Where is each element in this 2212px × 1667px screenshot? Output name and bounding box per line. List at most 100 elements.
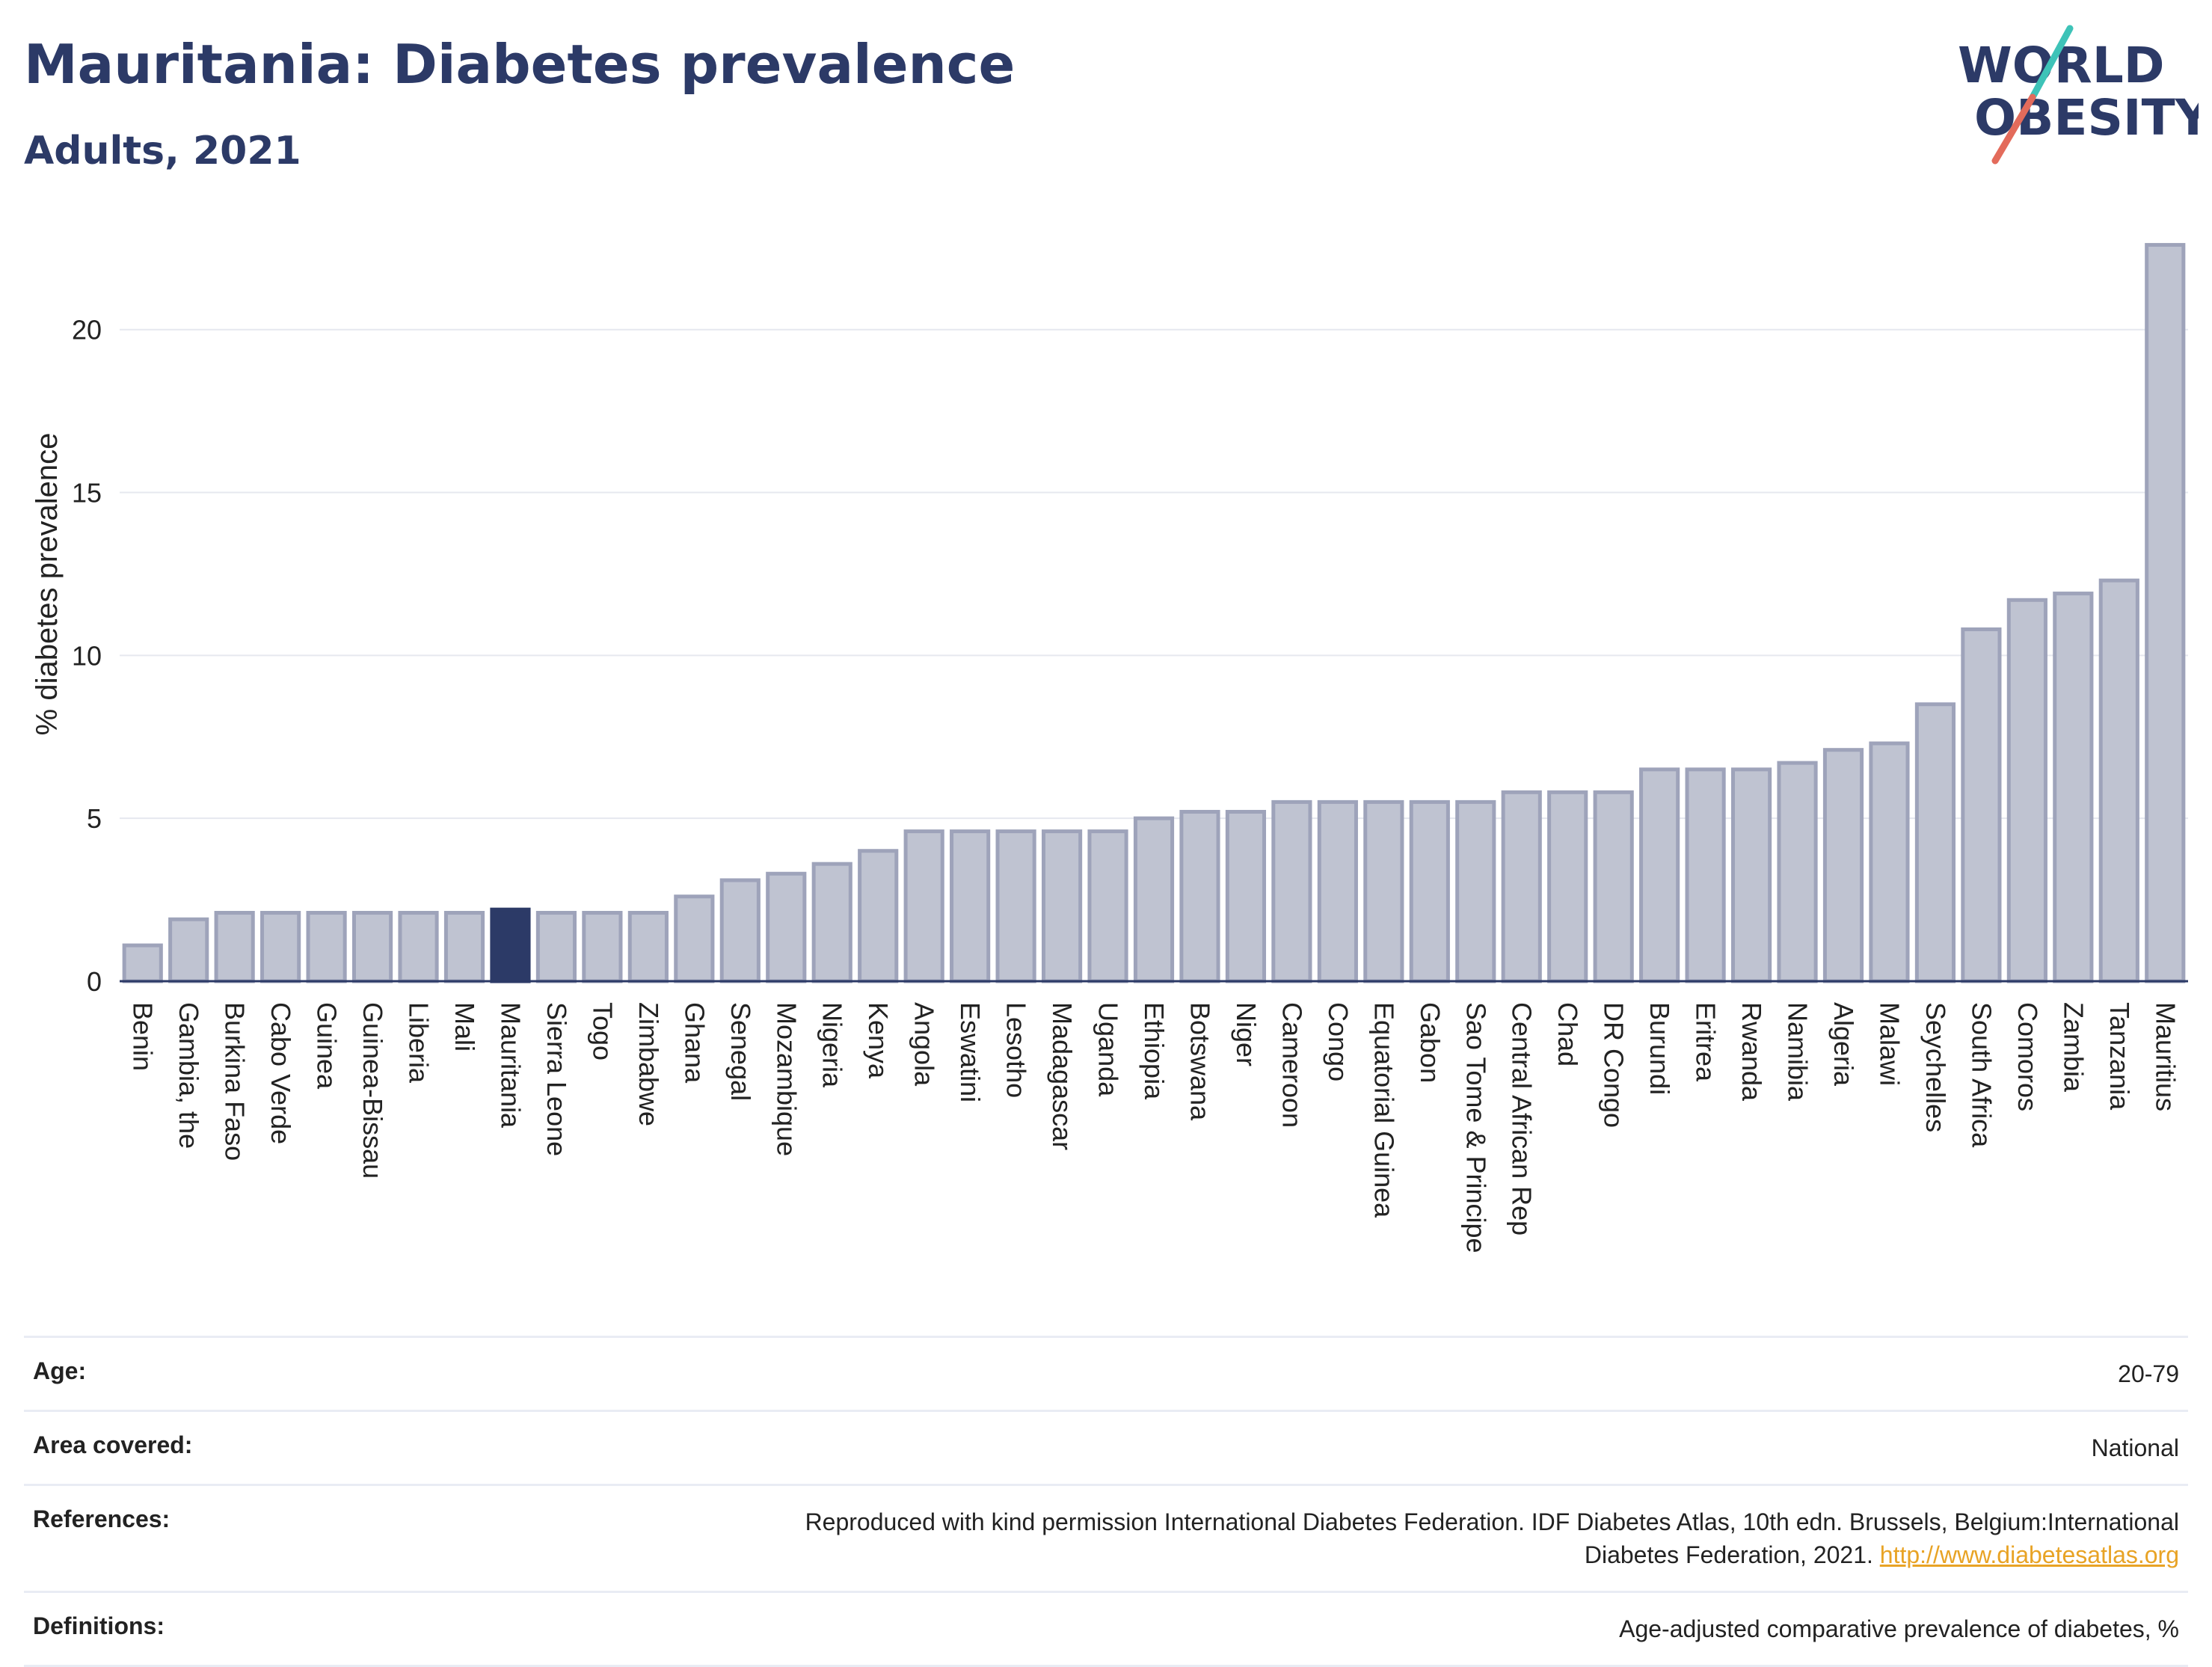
- bar: [1777, 761, 1818, 983]
- bar: [1179, 809, 1220, 983]
- x-tick-label: Seychelles: [1920, 1002, 1951, 1132]
- bar: [1730, 767, 1772, 983]
- bar: [1822, 748, 1864, 983]
- y-tick-label: 10: [72, 640, 102, 671]
- meta-value-age: 20-79: [2118, 1360, 2179, 1387]
- x-tick-label: Kenya: [863, 1002, 894, 1079]
- x-tick-label: South Africa: [1966, 1002, 1997, 1148]
- bar: [1087, 829, 1128, 983]
- bar: [1593, 790, 1634, 983]
- bar: [1225, 809, 1267, 983]
- bar: [995, 829, 1036, 983]
- x-tick-label: Eritrea: [1691, 1002, 1721, 1082]
- x-tick-label: Mauritius: [2150, 1002, 2181, 1111]
- meta-row-area: Area covered: National: [24, 1410, 2188, 1484]
- bar: [535, 911, 577, 983]
- meta-value-references: Reproduced with kind permission Internat…: [805, 1505, 2179, 1571]
- meta-row-age: Age: 20-79: [24, 1336, 2188, 1410]
- bar: [1317, 799, 1358, 983]
- x-tick-label: Comoros: [2012, 1002, 2043, 1111]
- metadata-table: Age: 20-79 Area covered: National Refere…: [24, 1336, 2188, 1667]
- meta-label-references: References:: [33, 1505, 170, 1532]
- bar-highlight: [490, 907, 531, 983]
- x-tick-label: Tanzania: [2104, 1002, 2135, 1111]
- x-tick-label: Cabo Verde: [265, 1002, 296, 1144]
- bar: [2006, 598, 2047, 983]
- bar: [122, 943, 163, 983]
- x-tick-label: Algeria: [1828, 1002, 1859, 1087]
- logo-slash-coral: [1991, 93, 2036, 165]
- x-tick-label: Gambia, the: [173, 1002, 204, 1149]
- bar: [168, 917, 209, 983]
- bar: [260, 911, 301, 983]
- bar: [811, 862, 852, 983]
- y-tick-label: 15: [72, 478, 102, 509]
- x-tick-label: Mauritania: [495, 1002, 526, 1129]
- x-tick-label: Mozambique: [771, 1002, 802, 1156]
- x-tick-label: Chad: [1552, 1002, 1583, 1066]
- bar: [1455, 799, 1496, 983]
- x-tick-label: Guinea: [312, 1002, 342, 1090]
- bar: [1914, 702, 1956, 983]
- meta-row-references: References: Reproduced with kind permiss…: [24, 1484, 2188, 1591]
- bar: [1501, 790, 1542, 983]
- y-tick-label: 20: [72, 315, 102, 346]
- x-tick-label: Ethiopia: [1139, 1002, 1170, 1100]
- x-tick-label: Namibia: [1783, 1002, 1813, 1102]
- bar: [903, 829, 944, 983]
- bar: [1639, 767, 1680, 983]
- bar: [1685, 767, 1726, 983]
- x-tick-label: Gabon: [1415, 1002, 1446, 1083]
- y-tick-label: 0: [87, 966, 102, 997]
- x-tick-label: Mali: [449, 1002, 480, 1052]
- x-tick-label: Benin: [128, 1002, 159, 1071]
- bar: [306, 911, 347, 983]
- bar: [1041, 829, 1083, 983]
- x-tick-label: Eswatini: [955, 1002, 986, 1102]
- bar: [1547, 790, 1588, 983]
- bar: [719, 878, 761, 983]
- bar: [1271, 799, 1312, 983]
- x-tick-label: Cameroon: [1276, 1002, 1307, 1128]
- x-tick-label: Guinea-Bissau: [357, 1002, 388, 1179]
- bar: [950, 829, 991, 983]
- chart-title: Mauritania: Diabetes prevalence: [24, 33, 1016, 96]
- bar: [858, 849, 899, 983]
- x-tick-label: Equatorial Guinea: [1368, 1002, 1399, 1218]
- meta-value-area: National: [2091, 1434, 2179, 1461]
- bar: [1409, 799, 1450, 983]
- references-text-line1: Reproduced with kind permission Internat…: [805, 1508, 2179, 1535]
- bar: [351, 911, 393, 983]
- bar: [674, 894, 715, 983]
- meta-label-age: Age:: [33, 1357, 87, 1384]
- x-tick-label: Uganda: [1093, 1002, 1124, 1097]
- bar: [398, 911, 439, 983]
- x-tick-label: Togo: [587, 1002, 618, 1060]
- bar: [1363, 799, 1404, 983]
- x-tick-label: Central African Rep: [1507, 1002, 1537, 1235]
- x-tick-label: Zimbabwe: [633, 1002, 664, 1126]
- chart-subtitle: Adults, 2021: [24, 129, 301, 174]
- bar: [443, 911, 485, 983]
- x-tick-label: Senegal: [725, 1002, 756, 1101]
- references-link[interactable]: http://www.diabetesatlas.org: [1879, 1541, 2179, 1568]
- x-tick-label: Congo: [1323, 1002, 1354, 1081]
- bar: [1961, 627, 2002, 983]
- x-tick-label: Sao Tome & Principe: [1460, 1002, 1491, 1253]
- x-tick-label: Burkina Faso: [220, 1002, 251, 1161]
- meta-value-definitions: Age-adjusted comparative prevalence of d…: [1619, 1615, 2179, 1642]
- bar-chart: 0 5 10 15 20 % diabetes prevalence Benin Gambia…: [31, 242, 2188, 1253]
- bar: [1133, 816, 1175, 983]
- bar: [627, 911, 669, 983]
- bar: [2053, 592, 2094, 983]
- meta-label-area: Area covered:: [33, 1431, 193, 1458]
- x-tick-label: DR Congo: [1599, 1002, 1629, 1128]
- bar: [214, 911, 255, 983]
- references-text-line2: Diabetes Federation, 2021.: [1584, 1541, 1873, 1568]
- bar: [2098, 578, 2139, 983]
- bar: [582, 911, 623, 983]
- x-tick-label: Malawi: [1874, 1002, 1905, 1086]
- x-tick-label: Lesotho: [1001, 1002, 1032, 1098]
- x-tick-label: Botswana: [1185, 1002, 1215, 1121]
- x-tick-label: Angola: [909, 1002, 940, 1087]
